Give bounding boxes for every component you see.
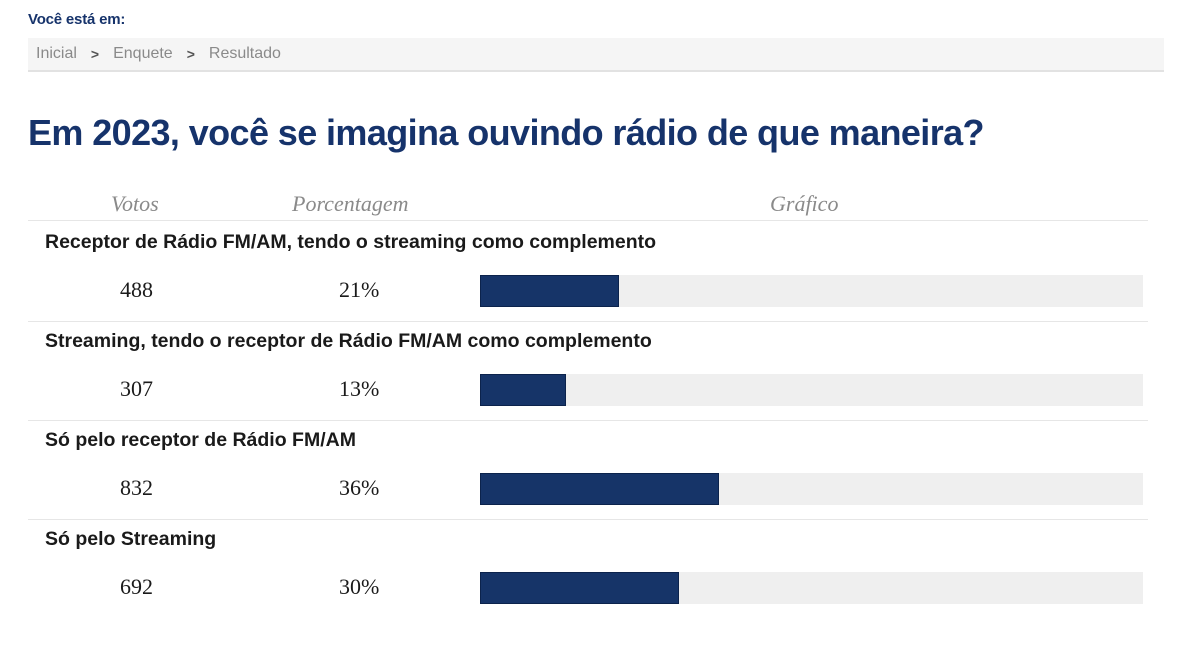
- option-percent: 21%: [339, 277, 380, 302]
- column-header-votes: Votos: [111, 191, 159, 216]
- option-label: Streaming, tendo o receptor de Rádio FM/…: [45, 330, 652, 352]
- poll-option-row: Receptor de Rádio FM/AM, tendo o streami…: [28, 221, 1148, 322]
- option-label: Só pelo receptor de Rádio FM/AM: [45, 429, 356, 451]
- result-bar-track: [480, 473, 1143, 505]
- option-percent: 30%: [339, 574, 380, 599]
- poll-option-row: Só pelo Streaming 692 30%: [28, 518, 1148, 618]
- result-bar-fill: [480, 374, 567, 406]
- option-votes: 692: [120, 574, 153, 599]
- breadcrumb-item-resultado: Resultado: [208, 45, 281, 62]
- option-votes: 832: [120, 475, 153, 500]
- column-header-chart: Gráfico: [770, 191, 839, 216]
- option-percent: 13%: [339, 376, 380, 401]
- option-label: Só pelo Streaming: [45, 528, 217, 550]
- results-table-header: Votos Porcentagem Gráfico: [28, 190, 1148, 221]
- option-percent: 36%: [339, 475, 380, 500]
- column-header-percent: Porcentagem: [292, 191, 409, 216]
- location-label: Você está em:: [28, 11, 126, 28]
- poll-option-row: Streaming, tendo o receptor de Rádio FM/…: [28, 320, 1148, 421]
- result-bar-fill: [480, 275, 620, 307]
- breadcrumb: Inicial > Enquete > Resultado: [28, 38, 1164, 72]
- breadcrumb-item-enquete[interactable]: Enquete: [113, 45, 173, 62]
- poll-title: Em 2023, você se imagina ouvindo rádio d…: [28, 112, 985, 153]
- breadcrumb-item-inicial[interactable]: Inicial: [36, 45, 77, 62]
- result-bar-track: [480, 275, 1143, 307]
- option-label: Receptor de Rádio FM/AM, tendo o streami…: [45, 231, 657, 253]
- breadcrumb-separator: >: [90, 46, 100, 62]
- option-votes: 307: [120, 376, 153, 401]
- result-bar-track: [480, 374, 1143, 406]
- breadcrumb-separator: >: [186, 46, 195, 62]
- option-votes: 488: [120, 277, 153, 302]
- poll-option-row: Só pelo receptor de Rádio FM/AM 832 36%: [28, 419, 1148, 520]
- result-bar-track: [480, 572, 1143, 604]
- result-bar-fill: [480, 473, 719, 505]
- result-bar-fill: [480, 572, 679, 604]
